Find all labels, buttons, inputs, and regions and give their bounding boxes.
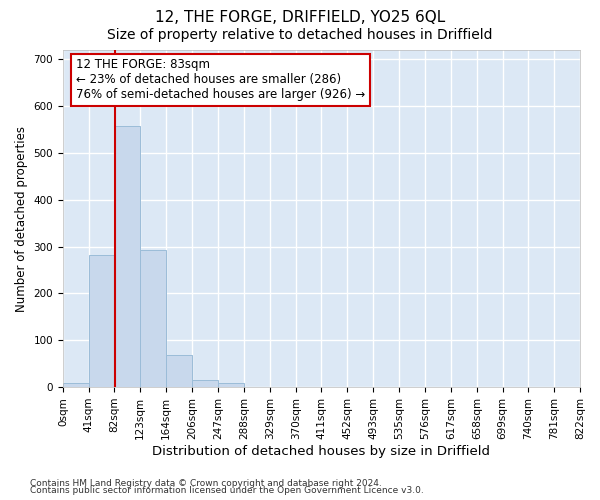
Text: 12, THE FORGE, DRIFFIELD, YO25 6QL: 12, THE FORGE, DRIFFIELD, YO25 6QL	[155, 10, 445, 25]
Text: 12 THE FORGE: 83sqm
← 23% of detached houses are smaller (286)
76% of semi-detac: 12 THE FORGE: 83sqm ← 23% of detached ho…	[76, 58, 365, 102]
Bar	[218, 383, 244, 387]
Text: Size of property relative to detached houses in Driffield: Size of property relative to detached ho…	[107, 28, 493, 42]
Text: Contains public sector information licensed under the Open Government Licence v3: Contains public sector information licen…	[30, 486, 424, 495]
Y-axis label: Number of detached properties: Number of detached properties	[15, 126, 28, 312]
Bar	[193, 380, 218, 387]
Bar	[166, 356, 193, 387]
Bar	[115, 126, 140, 387]
Bar	[63, 384, 89, 387]
X-axis label: Distribution of detached houses by size in Driffield: Distribution of detached houses by size …	[152, 444, 490, 458]
Bar	[89, 255, 115, 387]
Bar	[140, 250, 166, 387]
Text: Contains HM Land Registry data © Crown copyright and database right 2024.: Contains HM Land Registry data © Crown c…	[30, 478, 382, 488]
